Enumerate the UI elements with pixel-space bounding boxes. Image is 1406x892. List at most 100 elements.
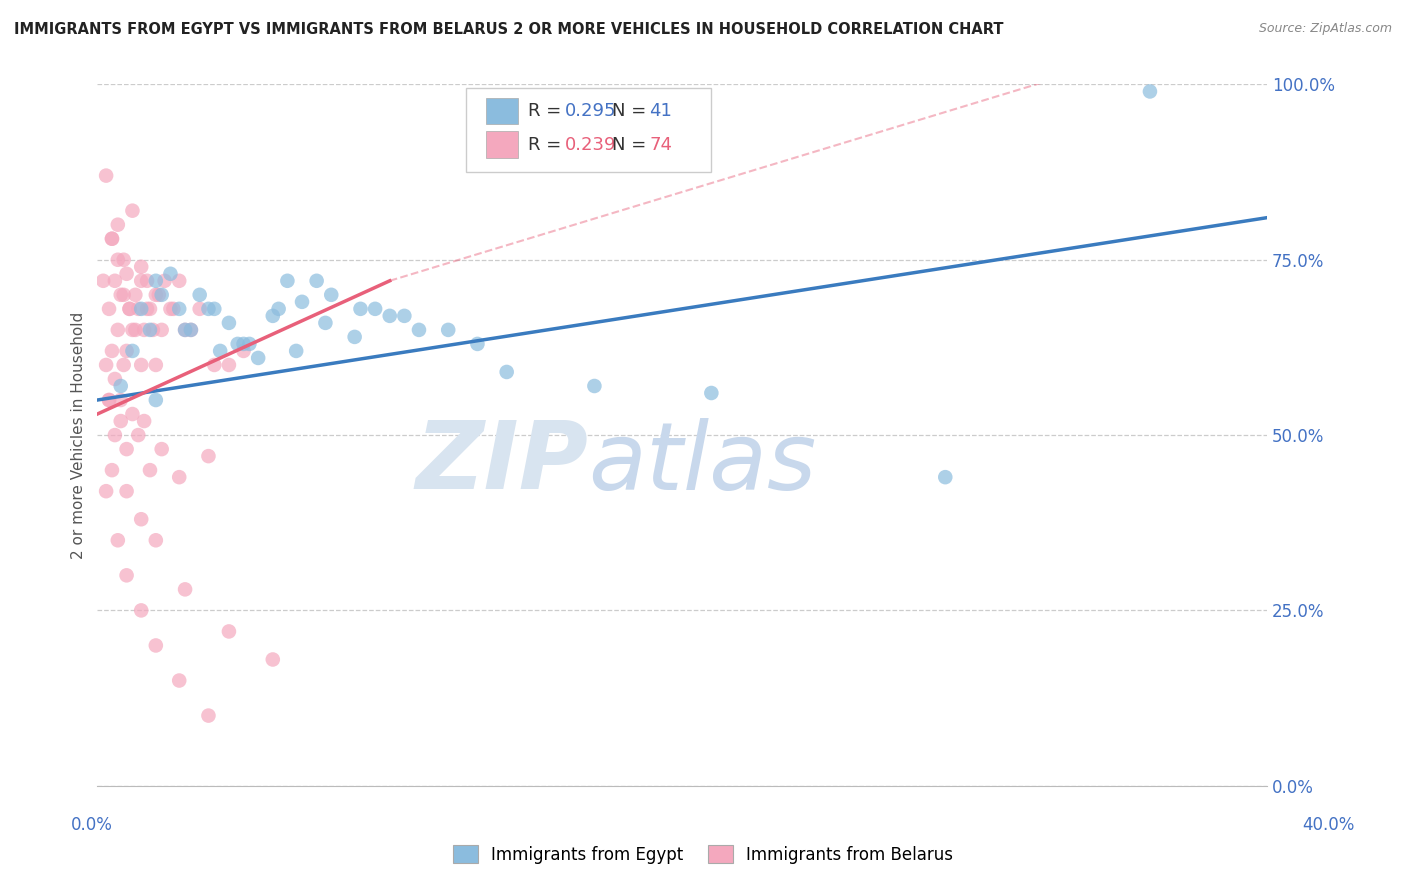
Point	[276, 274, 298, 288]
Point	[129, 301, 152, 316]
Point	[305, 274, 328, 288]
Point	[134, 414, 156, 428]
Point	[262, 309, 284, 323]
Point	[98, 392, 121, 407]
Point	[115, 267, 138, 281]
Point	[121, 203, 143, 218]
Point	[148, 288, 170, 302]
Point	[94, 484, 117, 499]
Point	[121, 323, 143, 337]
Point	[101, 343, 124, 358]
Point	[174, 323, 197, 337]
Point	[145, 274, 167, 288]
Point	[94, 169, 117, 183]
Point	[101, 232, 124, 246]
Point	[127, 301, 149, 316]
Point	[188, 301, 211, 316]
Point	[202, 358, 225, 372]
Point	[142, 323, 165, 337]
Text: 41: 41	[650, 102, 672, 120]
Point	[180, 323, 202, 337]
Point	[139, 301, 162, 316]
Point	[127, 428, 149, 442]
Point	[129, 274, 152, 288]
Text: 40.0%: 40.0%	[1302, 816, 1355, 834]
Point	[150, 323, 173, 337]
Point	[174, 582, 197, 597]
Text: ZIP: ZIP	[416, 417, 589, 509]
Point	[378, 309, 401, 323]
Point	[202, 301, 225, 316]
Point	[467, 337, 489, 351]
Point	[98, 392, 121, 407]
Point	[1139, 85, 1161, 99]
Point	[104, 428, 127, 442]
Point	[107, 218, 129, 232]
Point	[437, 323, 460, 337]
Point	[129, 603, 152, 617]
Text: R =: R =	[527, 136, 567, 153]
FancyBboxPatch shape	[485, 131, 519, 158]
Point	[218, 624, 240, 639]
Point	[197, 301, 219, 316]
Point	[291, 294, 314, 309]
FancyBboxPatch shape	[485, 98, 519, 124]
Point	[167, 470, 190, 484]
Point	[110, 288, 132, 302]
Text: N =: N =	[612, 136, 652, 153]
Point	[167, 274, 190, 288]
Point	[98, 301, 121, 316]
Point	[349, 301, 371, 316]
Point	[700, 386, 723, 401]
Point	[112, 288, 135, 302]
Point	[232, 343, 254, 358]
Point	[226, 337, 249, 351]
Point	[267, 301, 290, 316]
Point	[121, 343, 143, 358]
Point	[110, 414, 132, 428]
Point	[218, 316, 240, 330]
Text: atlas: atlas	[589, 417, 817, 508]
Point	[115, 442, 138, 456]
Point	[145, 358, 167, 372]
Point	[197, 449, 219, 463]
Point	[343, 330, 366, 344]
Point	[232, 337, 254, 351]
Point	[188, 288, 211, 302]
Point	[583, 379, 606, 393]
Text: 0.239: 0.239	[565, 136, 617, 153]
Point	[121, 407, 143, 421]
Point	[247, 351, 270, 365]
Point	[145, 639, 167, 653]
Text: 74: 74	[650, 136, 672, 153]
Point	[107, 323, 129, 337]
Point	[115, 568, 138, 582]
Point	[159, 267, 181, 281]
Point	[129, 512, 152, 526]
Point	[136, 301, 159, 316]
Point	[115, 343, 138, 358]
Legend: Immigrants from Egypt, Immigrants from Belarus: Immigrants from Egypt, Immigrants from B…	[446, 838, 960, 871]
Point	[238, 337, 260, 351]
Point	[153, 274, 176, 288]
Point	[145, 288, 167, 302]
Point	[104, 372, 127, 386]
Point	[107, 533, 129, 548]
Point	[115, 484, 138, 499]
Point	[174, 323, 197, 337]
Point	[104, 274, 127, 288]
Point	[394, 309, 416, 323]
Point	[107, 252, 129, 267]
Point	[118, 301, 141, 316]
Text: 0.295: 0.295	[565, 102, 617, 120]
Point	[285, 343, 308, 358]
Point	[162, 301, 184, 316]
Point	[159, 301, 181, 316]
Point	[124, 288, 146, 302]
Text: IMMIGRANTS FROM EGYPT VS IMMIGRANTS FROM BELARUS 2 OR MORE VEHICLES IN HOUSEHOLD: IMMIGRANTS FROM EGYPT VS IMMIGRANTS FROM…	[14, 22, 1004, 37]
Point	[364, 301, 387, 316]
Point	[180, 323, 202, 337]
Point	[139, 463, 162, 477]
Point	[197, 708, 219, 723]
FancyBboxPatch shape	[465, 88, 711, 172]
